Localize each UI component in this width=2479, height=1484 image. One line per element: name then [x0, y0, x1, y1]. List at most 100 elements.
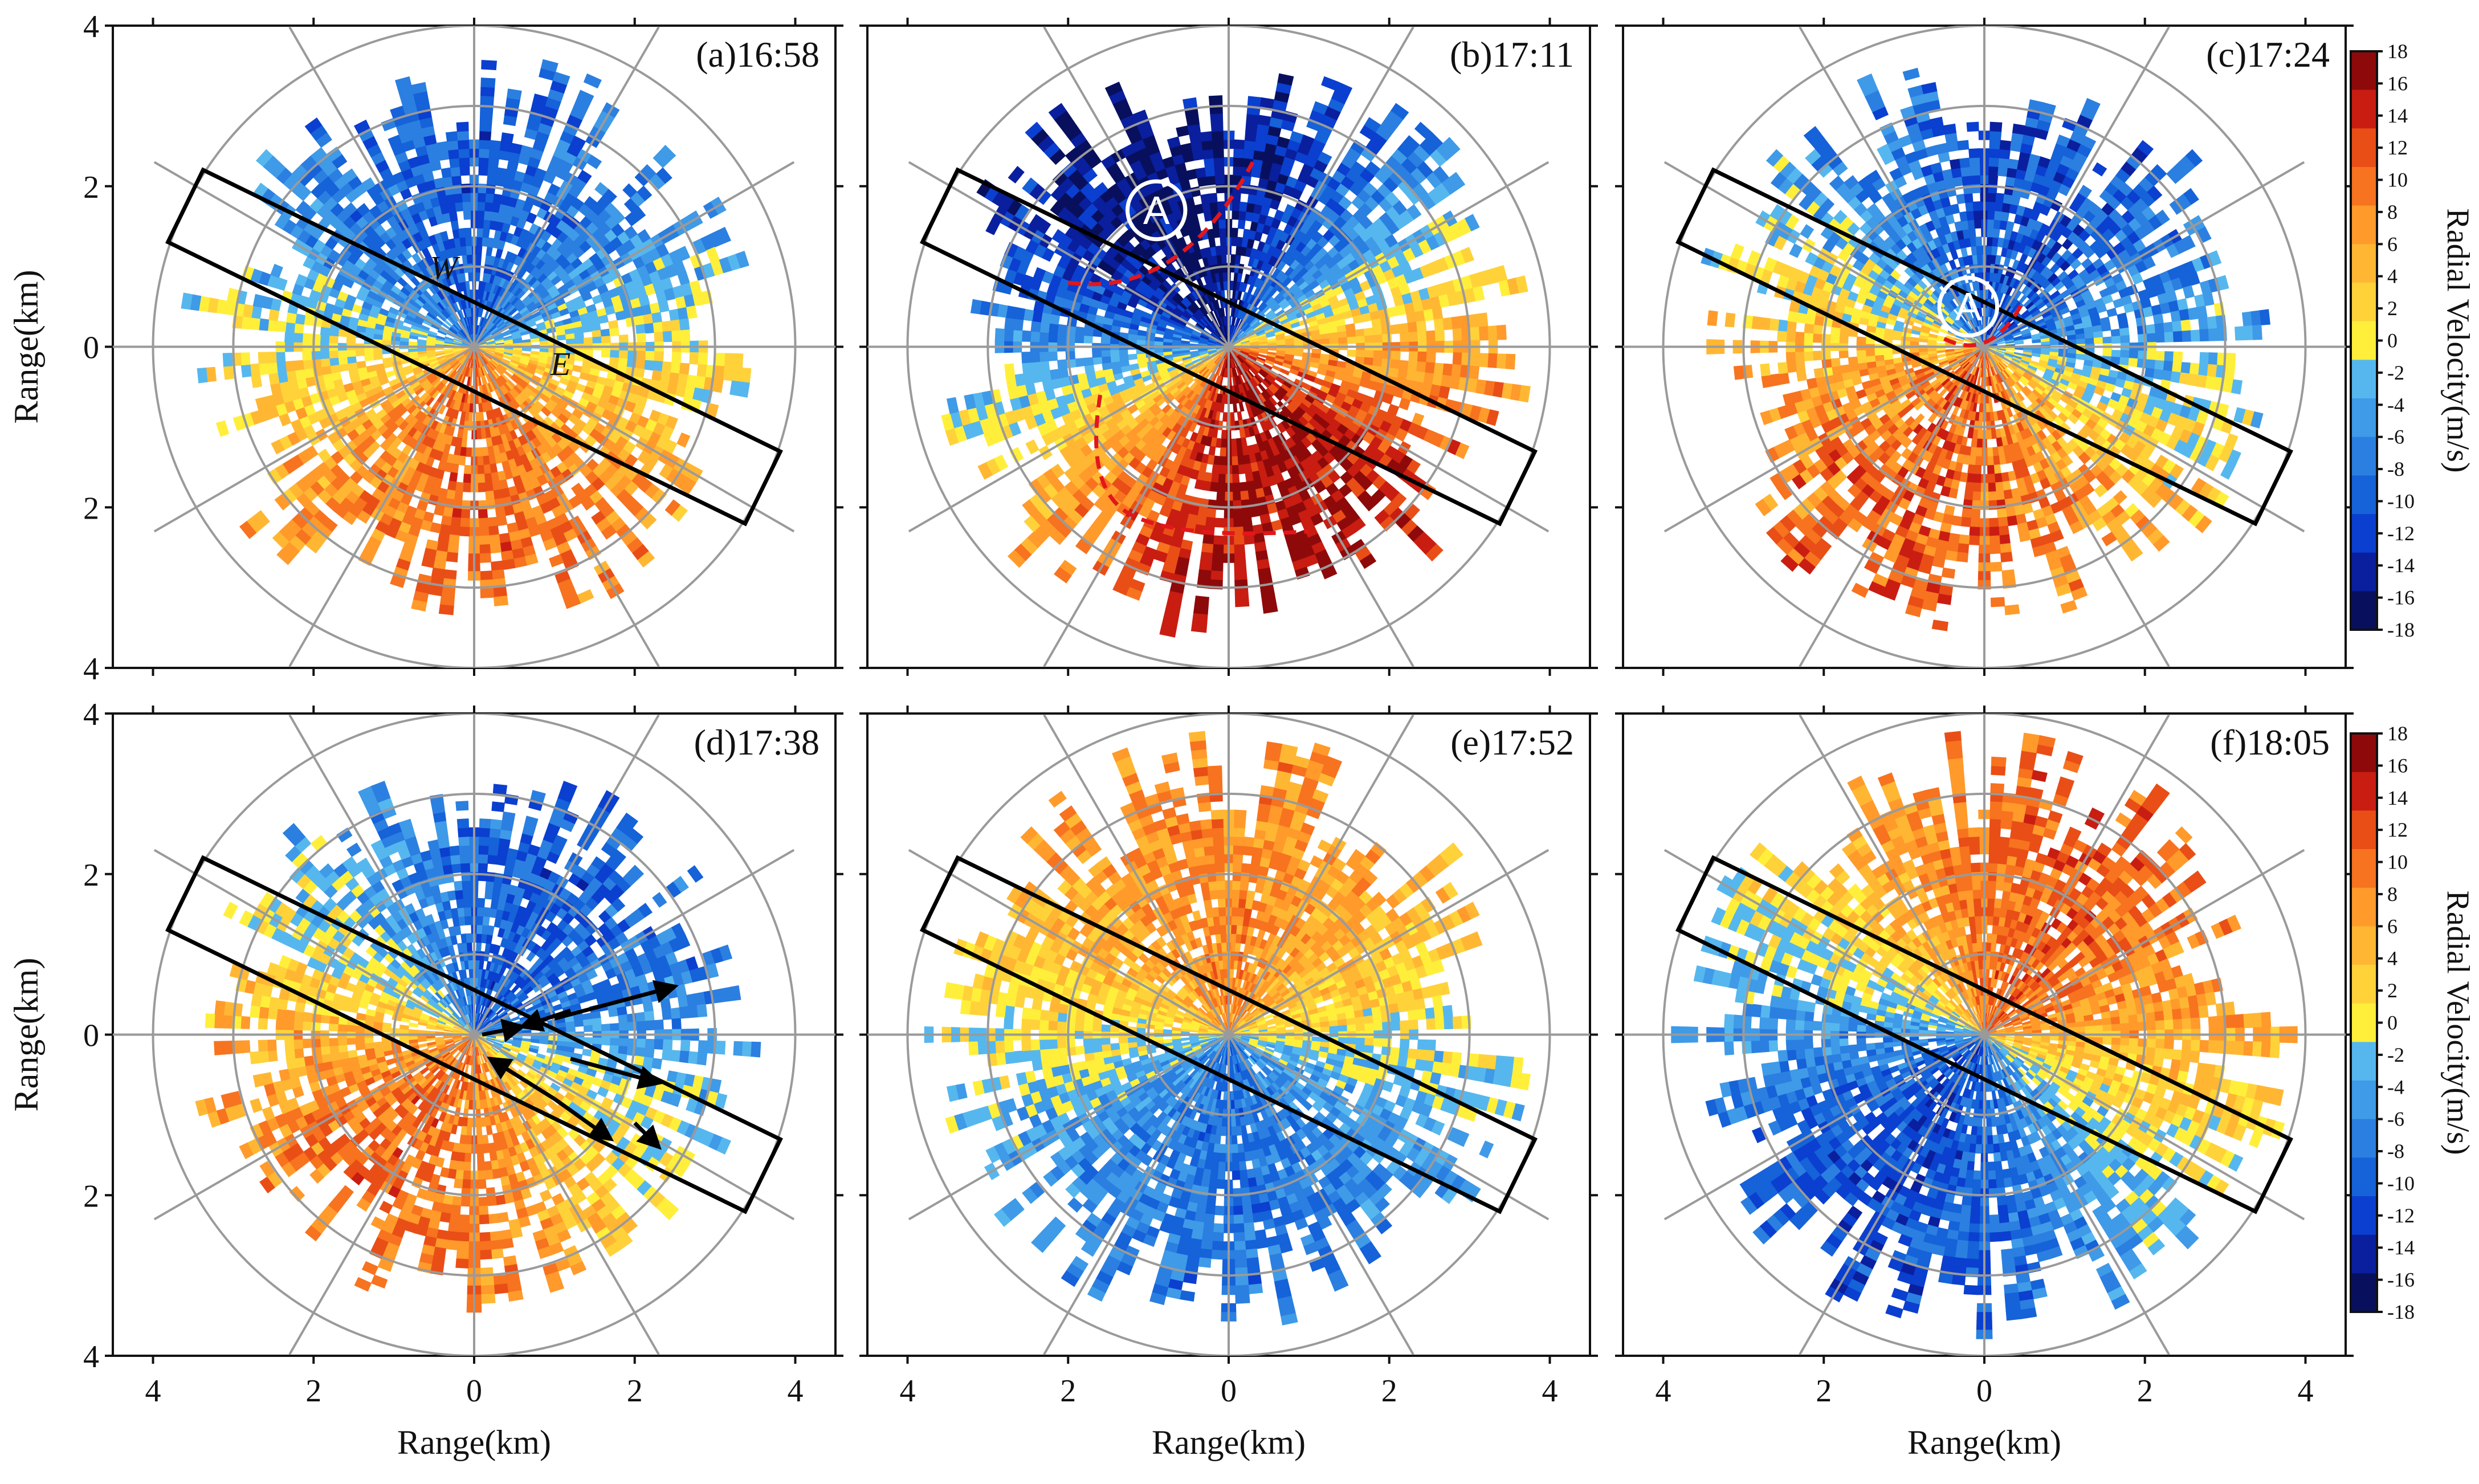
velocity-cell: [1359, 553, 1377, 569]
velocity-cell: [1230, 412, 1235, 422]
velocity-cell: [1237, 464, 1246, 475]
velocity-cell: [507, 88, 522, 100]
velocity-cell: [1247, 96, 1262, 107]
velocity-cell: [1233, 139, 1246, 150]
velocity-cell: [240, 352, 251, 366]
velocity-cell: [1239, 482, 1248, 492]
velocity-cell: [459, 526, 470, 537]
velocity-cell: [1153, 348, 1164, 353]
velocity-cell: [1259, 97, 1275, 109]
velocity-cell: [1449, 172, 1466, 190]
velocity-cell: [1217, 474, 1226, 484]
velocity-cell: [610, 350, 620, 359]
velocity-cell: [443, 569, 457, 580]
velocity-cell: [1328, 332, 1339, 340]
velocity-cell: [670, 362, 681, 374]
velocity-cell: [485, 193, 495, 203]
velocity-cell: [320, 350, 330, 360]
velocity-cell: [543, 537, 557, 551]
velocity-cell: [337, 356, 348, 365]
velocity-cell: [1193, 604, 1209, 615]
velocity-cell: [1247, 489, 1257, 500]
velocity-cell: [462, 192, 471, 202]
velocity-cell: [448, 472, 458, 483]
velocity-cell: [488, 157, 499, 168]
velocity-cell: [653, 321, 663, 333]
velocity-cell: [438, 604, 454, 615]
velocity-cell: [358, 552, 374, 566]
velocity-cell: [476, 245, 483, 255]
velocity-cell: [1162, 348, 1172, 353]
velocity-cell: [635, 324, 646, 335]
velocity-cell: [500, 132, 514, 144]
velocity-cell: [1346, 329, 1356, 338]
velocity-cell: [353, 119, 370, 134]
velocity-cell: [272, 531, 290, 549]
velocity-cell: [270, 263, 283, 278]
velocity-cell: [411, 599, 427, 612]
velocity-cell: [1039, 351, 1049, 362]
velocity-cell: [1004, 329, 1014, 342]
velocity-cell: [1039, 331, 1049, 343]
velocity-cell: [1391, 103, 1409, 120]
velocity-cell: [1004, 363, 1015, 377]
velocity-cell: [1232, 491, 1241, 502]
velocity-cell: [428, 585, 443, 597]
velocity-cell: [583, 337, 593, 344]
velocity-cell: [680, 329, 691, 342]
velocity-cell: [488, 149, 500, 160]
velocity-cell: [1417, 351, 1428, 363]
velocity-cell: [250, 363, 260, 377]
velocity-cell: [549, 554, 564, 568]
velocity-cell: [1486, 409, 1499, 426]
velocity-cell: [478, 166, 489, 176]
velocity-cell: [716, 227, 731, 244]
velocity-cell: [478, 192, 487, 202]
velocity-cell: [494, 596, 509, 607]
velocity-cell: [1451, 364, 1462, 378]
velocity-cell: [1479, 353, 1489, 368]
velocity-cell: [346, 356, 357, 364]
velocity-cell: [440, 231, 449, 242]
velocity-cell: [1347, 349, 1357, 357]
velocity-cell: [592, 329, 602, 338]
velocity-cell: [636, 333, 646, 343]
velocity-cell: [482, 228, 490, 238]
velocity-cell: [1452, 352, 1463, 366]
velocity-cell: [654, 351, 664, 362]
velocity-cell: [1380, 516, 1396, 532]
velocity-cell: [1233, 157, 1244, 168]
velocity-cell: [521, 348, 532, 352]
velocity-cell: [459, 517, 470, 528]
velocity-cell: [1234, 588, 1249, 598]
velocity-cell: [586, 154, 602, 169]
velocity-cell: [445, 552, 459, 562]
velocity-cell: [233, 415, 246, 431]
velocity-cell: [1398, 323, 1409, 334]
velocity-cell: [1372, 326, 1383, 336]
velocity-cell: [356, 361, 366, 369]
velocity-cell: [1030, 331, 1041, 343]
velocity-cell: [641, 513, 657, 530]
velocity-cell: [484, 482, 494, 492]
velocity-cell: [258, 362, 270, 376]
velocity-cell: [250, 317, 260, 331]
velocity-cell: [476, 254, 482, 264]
velocity-cell: [267, 319, 278, 332]
velocity-cell: [458, 228, 466, 238]
velocity-cell: [1206, 508, 1217, 519]
velocity-cell: [342, 168, 357, 183]
velocity-cell: [1201, 543, 1214, 554]
velocity-cell: [676, 432, 691, 448]
velocity-cell: [1232, 201, 1241, 211]
velocity-cell: [181, 292, 193, 310]
velocity-cell: [724, 353, 735, 368]
velocity-cell: [451, 175, 462, 186]
velocity-cell: [740, 367, 752, 384]
velocity-cell: [1371, 318, 1382, 328]
velocity-cell: [1211, 553, 1224, 563]
velocity-cell: [1220, 447, 1226, 457]
velocity-cell: [609, 327, 619, 337]
velocity-cell: [476, 227, 484, 238]
velocity-cell: [1406, 204, 1422, 220]
